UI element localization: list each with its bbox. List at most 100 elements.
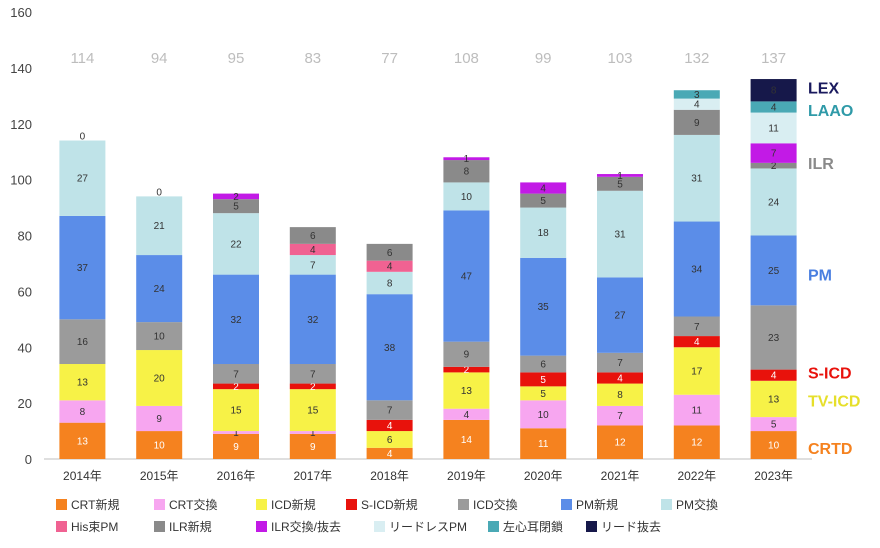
annotation-label: S-ICD (808, 365, 852, 382)
bar-segment (597, 176, 643, 191)
total-label: 132 (684, 50, 709, 67)
bar-segment (750, 79, 797, 102)
y-tick-label: 20 (18, 396, 32, 411)
bar-segment (366, 419, 413, 432)
bar-segment (443, 366, 490, 373)
legend-item: PM新規 (561, 496, 618, 513)
legend-label: PM交換 (676, 498, 719, 512)
bar-segment (443, 182, 490, 211)
data-label: 6 (387, 248, 393, 259)
data-label: 8 (464, 167, 470, 178)
bar-segment (289, 433, 336, 459)
data-label: 11 (692, 406, 703, 417)
bar-segment (597, 277, 643, 353)
bar-segment (673, 347, 720, 395)
data-label: 22 (230, 239, 242, 250)
legend-swatch (154, 521, 165, 532)
legend-swatch (561, 499, 572, 510)
bar-segment (750, 369, 797, 381)
bar-segment (597, 352, 643, 373)
bar-segment (136, 431, 183, 459)
bar-segment (673, 425, 720, 459)
bar-segment (443, 408, 490, 420)
data-label: 6 (540, 360, 546, 371)
data-label: 9 (156, 414, 162, 425)
data-label: 3 (694, 90, 700, 101)
data-label: 23 (768, 333, 780, 344)
bar-segment (597, 425, 643, 459)
data-label: 5 (540, 375, 546, 386)
data-label: 4 (464, 410, 470, 421)
legend-label: CRT交換 (169, 498, 218, 512)
data-label: 5 (540, 196, 546, 207)
bar-segment (673, 109, 720, 135)
data-label: 2 (233, 382, 239, 393)
bar-segment (750, 380, 797, 418)
bar-segment (59, 319, 106, 365)
x-tick-label: 2021年 (601, 469, 640, 483)
data-label: 7 (310, 260, 316, 271)
bar-segment (597, 383, 643, 406)
data-label: 17 (691, 366, 703, 377)
bar-segment (59, 140, 106, 216)
annotation-label: TV-ICD (808, 393, 860, 410)
data-label: 13 (768, 394, 780, 405)
data-label: 10 (461, 192, 473, 203)
bar-segment (750, 143, 797, 163)
y-tick-label: 140 (10, 61, 32, 76)
bar-segment (750, 168, 797, 236)
bar-segment (366, 447, 413, 459)
bar-segment (597, 190, 643, 278)
data-label: 4 (771, 371, 777, 382)
bar-segment (520, 355, 567, 373)
bar-segment (750, 112, 797, 144)
legend-label: ICD交換 (473, 498, 518, 512)
bar-segment (443, 160, 490, 183)
total-label: 114 (70, 50, 94, 67)
legend-label: CRT新規 (71, 498, 120, 512)
legend-label: PM新規 (576, 498, 619, 512)
data-label: 8 (80, 407, 86, 418)
bar-segment (673, 394, 720, 426)
data-label: 6 (387, 435, 393, 446)
bar-segment (213, 193, 259, 200)
data-label: 32 (230, 315, 242, 326)
data-label: 20 (154, 373, 166, 384)
annotation-label: PM (808, 268, 832, 285)
y-tick-label: 0 (25, 452, 32, 467)
data-label: 16 (77, 337, 89, 348)
total-label: 83 (304, 50, 321, 67)
bar-segment (136, 255, 183, 323)
data-label: 7 (310, 369, 316, 380)
annotation-label: ILR (808, 156, 834, 173)
total-label: 94 (151, 50, 168, 67)
legend-item: PM交換 (661, 496, 718, 513)
data-label: 31 (614, 230, 626, 241)
data-label: 1 (233, 428, 239, 439)
data-label: 37 (77, 263, 89, 274)
total-label: 137 (761, 50, 786, 67)
x-tick-label: 2014年 (63, 469, 102, 483)
data-label: 8 (617, 390, 623, 401)
bar-segment (59, 364, 106, 401)
bar-segment (136, 196, 183, 256)
bar-segment (597, 405, 643, 426)
data-label: 31 (691, 174, 703, 185)
bar-segment (366, 260, 413, 272)
data-label: 8 (771, 86, 777, 97)
bar-segment (213, 431, 259, 434)
bar-segment (673, 316, 720, 337)
data-label: 12 (614, 438, 626, 449)
total-label: 108 (454, 50, 479, 67)
data-label: 27 (77, 174, 89, 185)
data-label: 25 (768, 266, 780, 277)
legend-swatch (458, 499, 469, 510)
bar-segment (59, 422, 106, 459)
x-tick-label: 2023年 (754, 469, 793, 483)
bar-segment (136, 322, 183, 351)
y-tick-label: 80 (18, 229, 32, 244)
data-label: 11 (768, 123, 779, 134)
bar-segment (597, 174, 643, 177)
x-tick-label: 2022年 (677, 469, 716, 483)
legend-item: リード抜去 (586, 518, 661, 535)
